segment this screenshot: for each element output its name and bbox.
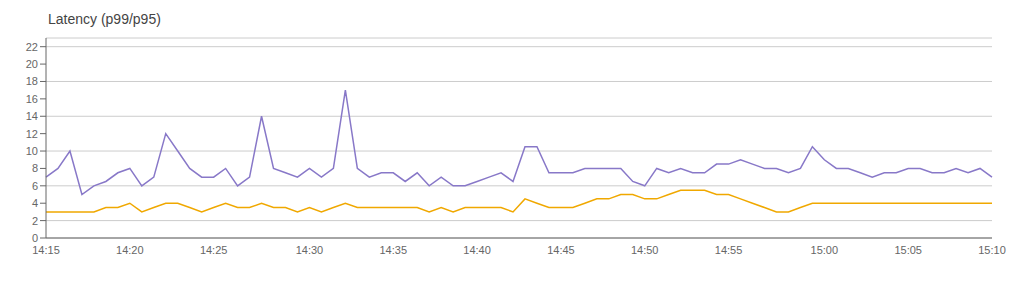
svg-text:22: 22: [26, 41, 38, 53]
svg-text:14:35: 14:35: [380, 244, 408, 256]
svg-text:20: 20: [26, 58, 38, 70]
html-text:Latency (p99/p95): Latency (p99/p95): [48, 11, 161, 27]
svg-text:14:55: 14:55: [715, 244, 743, 256]
svg-text:14:20: 14:20: [116, 244, 144, 256]
svg-text:15:10: 15:10: [978, 244, 1006, 256]
svg-text:18: 18: [26, 75, 38, 87]
svg-text:14:30: 14:30: [296, 244, 324, 256]
svg-text:15:00: 15:00: [811, 244, 839, 256]
svg-text:14:40: 14:40: [463, 244, 491, 256]
svg-text:4: 4: [32, 197, 38, 209]
svg-text:14:25: 14:25: [200, 244, 228, 256]
svg-text:14:50: 14:50: [631, 244, 659, 256]
svg-text:14:45: 14:45: [547, 244, 575, 256]
svg-text:6: 6: [32, 180, 38, 192]
svg-text:12: 12: [26, 128, 38, 140]
svg-text:14: 14: [26, 110, 38, 122]
svg-text:14:15: 14:15: [32, 244, 60, 256]
svg-text:0: 0: [32, 232, 38, 244]
svg-text:2: 2: [32, 215, 38, 227]
svg-text:10: 10: [26, 145, 38, 157]
svg-text:15:05: 15:05: [894, 244, 922, 256]
svg-text:8: 8: [32, 162, 38, 174]
svg-text:16: 16: [26, 93, 38, 105]
